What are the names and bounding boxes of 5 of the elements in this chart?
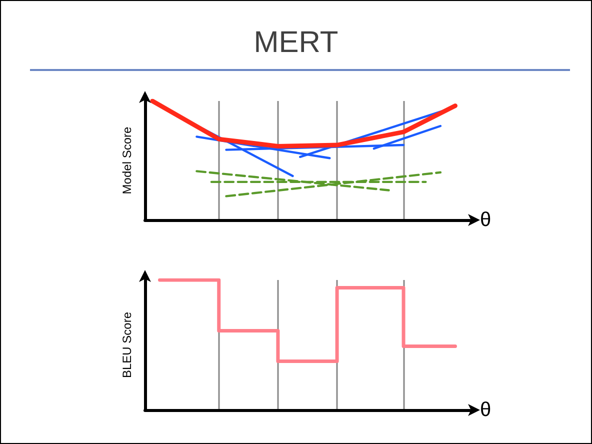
y-axis-title: Model Score [120, 126, 134, 194]
y-axis-title: BLEU Score [120, 312, 134, 378]
x-axis-title: θ [480, 209, 492, 231]
x-axis-title: θ [480, 399, 492, 421]
chart-title: MERT [252, 26, 340, 60]
